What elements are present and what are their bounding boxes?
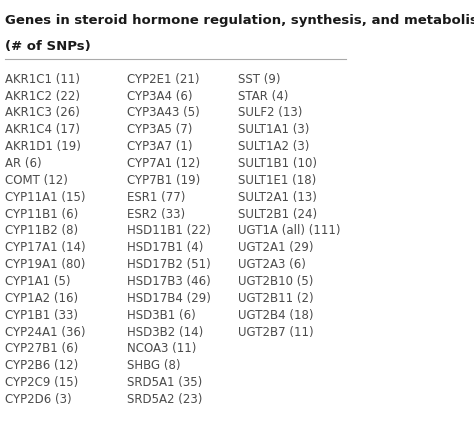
Text: COMT (12): COMT (12) xyxy=(5,174,68,187)
Text: HSD17B3 (46): HSD17B3 (46) xyxy=(127,274,210,287)
Text: SULT2B1 (24): SULT2B1 (24) xyxy=(238,207,317,220)
Text: ESR2 (33): ESR2 (33) xyxy=(127,207,185,220)
Text: SRD5A2 (23): SRD5A2 (23) xyxy=(127,392,202,405)
Text: CYP1A2 (16): CYP1A2 (16) xyxy=(5,291,78,304)
Text: SULT1E1 (18): SULT1E1 (18) xyxy=(238,174,317,187)
Text: CYP3A7 (1): CYP3A7 (1) xyxy=(127,140,192,153)
Text: NCOA3 (11): NCOA3 (11) xyxy=(127,342,196,355)
Text: SHBG (8): SHBG (8) xyxy=(127,358,180,372)
Text: SULT2A1 (13): SULT2A1 (13) xyxy=(238,190,317,203)
Text: CYP11B1 (6): CYP11B1 (6) xyxy=(5,207,78,220)
Text: CYP2E1 (21): CYP2E1 (21) xyxy=(127,72,199,85)
Text: UGT2A3 (6): UGT2A3 (6) xyxy=(238,257,306,270)
Text: UGT2B10 (5): UGT2B10 (5) xyxy=(238,274,314,287)
Text: CYP27B1 (6): CYP27B1 (6) xyxy=(5,342,78,355)
Text: CYP7A1 (12): CYP7A1 (12) xyxy=(127,157,200,170)
Text: Genes in steroid hormone regulation, synthesis, and metabolism: Genes in steroid hormone regulation, syn… xyxy=(5,14,474,27)
Text: AKR1C1 (11): AKR1C1 (11) xyxy=(5,72,80,85)
Text: CYP1B1 (33): CYP1B1 (33) xyxy=(5,308,78,321)
Text: UGT2B11 (2): UGT2B11 (2) xyxy=(238,291,314,304)
Text: AKR1D1 (19): AKR1D1 (19) xyxy=(5,140,81,153)
Text: SULT1B1 (10): SULT1B1 (10) xyxy=(238,157,317,170)
Text: HSD17B1 (4): HSD17B1 (4) xyxy=(127,241,203,254)
Text: CYP3A5 (7): CYP3A5 (7) xyxy=(127,123,192,136)
Text: CYP3A43 (5): CYP3A43 (5) xyxy=(127,106,200,119)
Text: CYP7B1 (19): CYP7B1 (19) xyxy=(127,174,200,187)
Text: CYP11A1 (15): CYP11A1 (15) xyxy=(5,190,85,203)
Text: HSD17B2 (51): HSD17B2 (51) xyxy=(127,257,210,270)
Text: UGT2B7 (11): UGT2B7 (11) xyxy=(238,325,314,338)
Text: CYP2D6 (3): CYP2D6 (3) xyxy=(5,392,72,405)
Text: UGT2A1 (29): UGT2A1 (29) xyxy=(238,241,314,254)
Text: AKR1C3 (26): AKR1C3 (26) xyxy=(5,106,80,119)
Text: CYP19A1 (80): CYP19A1 (80) xyxy=(5,257,85,270)
Text: SULT1A1 (3): SULT1A1 (3) xyxy=(238,123,310,136)
Text: CYP3A4 (6): CYP3A4 (6) xyxy=(127,89,192,102)
Text: SST (9): SST (9) xyxy=(238,72,281,85)
Text: CYP1A1 (5): CYP1A1 (5) xyxy=(5,274,70,287)
Text: HSD17B4 (29): HSD17B4 (29) xyxy=(127,291,210,304)
Text: UGT2B4 (18): UGT2B4 (18) xyxy=(238,308,314,321)
Text: HSD3B2 (14): HSD3B2 (14) xyxy=(127,325,203,338)
Text: SULF2 (13): SULF2 (13) xyxy=(238,106,302,119)
Text: HSD3B1 (6): HSD3B1 (6) xyxy=(127,308,195,321)
Text: CYP2C9 (15): CYP2C9 (15) xyxy=(5,375,78,388)
Text: AR (6): AR (6) xyxy=(5,157,42,170)
Text: ESR1 (77): ESR1 (77) xyxy=(127,190,185,203)
Text: SULT1A2 (3): SULT1A2 (3) xyxy=(238,140,310,153)
Text: AKR1C4 (17): AKR1C4 (17) xyxy=(5,123,80,136)
Text: (# of SNPs): (# of SNPs) xyxy=(5,40,91,53)
Text: SRD5A1 (35): SRD5A1 (35) xyxy=(127,375,202,388)
Text: HSD11B1 (22): HSD11B1 (22) xyxy=(127,224,210,237)
Text: CYP11B2 (8): CYP11B2 (8) xyxy=(5,224,78,237)
Text: CYP24A1 (36): CYP24A1 (36) xyxy=(5,325,85,338)
Text: UGT1A (all) (111): UGT1A (all) (111) xyxy=(238,224,341,237)
Text: CYP2B6 (12): CYP2B6 (12) xyxy=(5,358,78,372)
Text: AKR1C2 (22): AKR1C2 (22) xyxy=(5,89,80,102)
Text: STAR (4): STAR (4) xyxy=(238,89,289,102)
Text: CYP17A1 (14): CYP17A1 (14) xyxy=(5,241,85,254)
